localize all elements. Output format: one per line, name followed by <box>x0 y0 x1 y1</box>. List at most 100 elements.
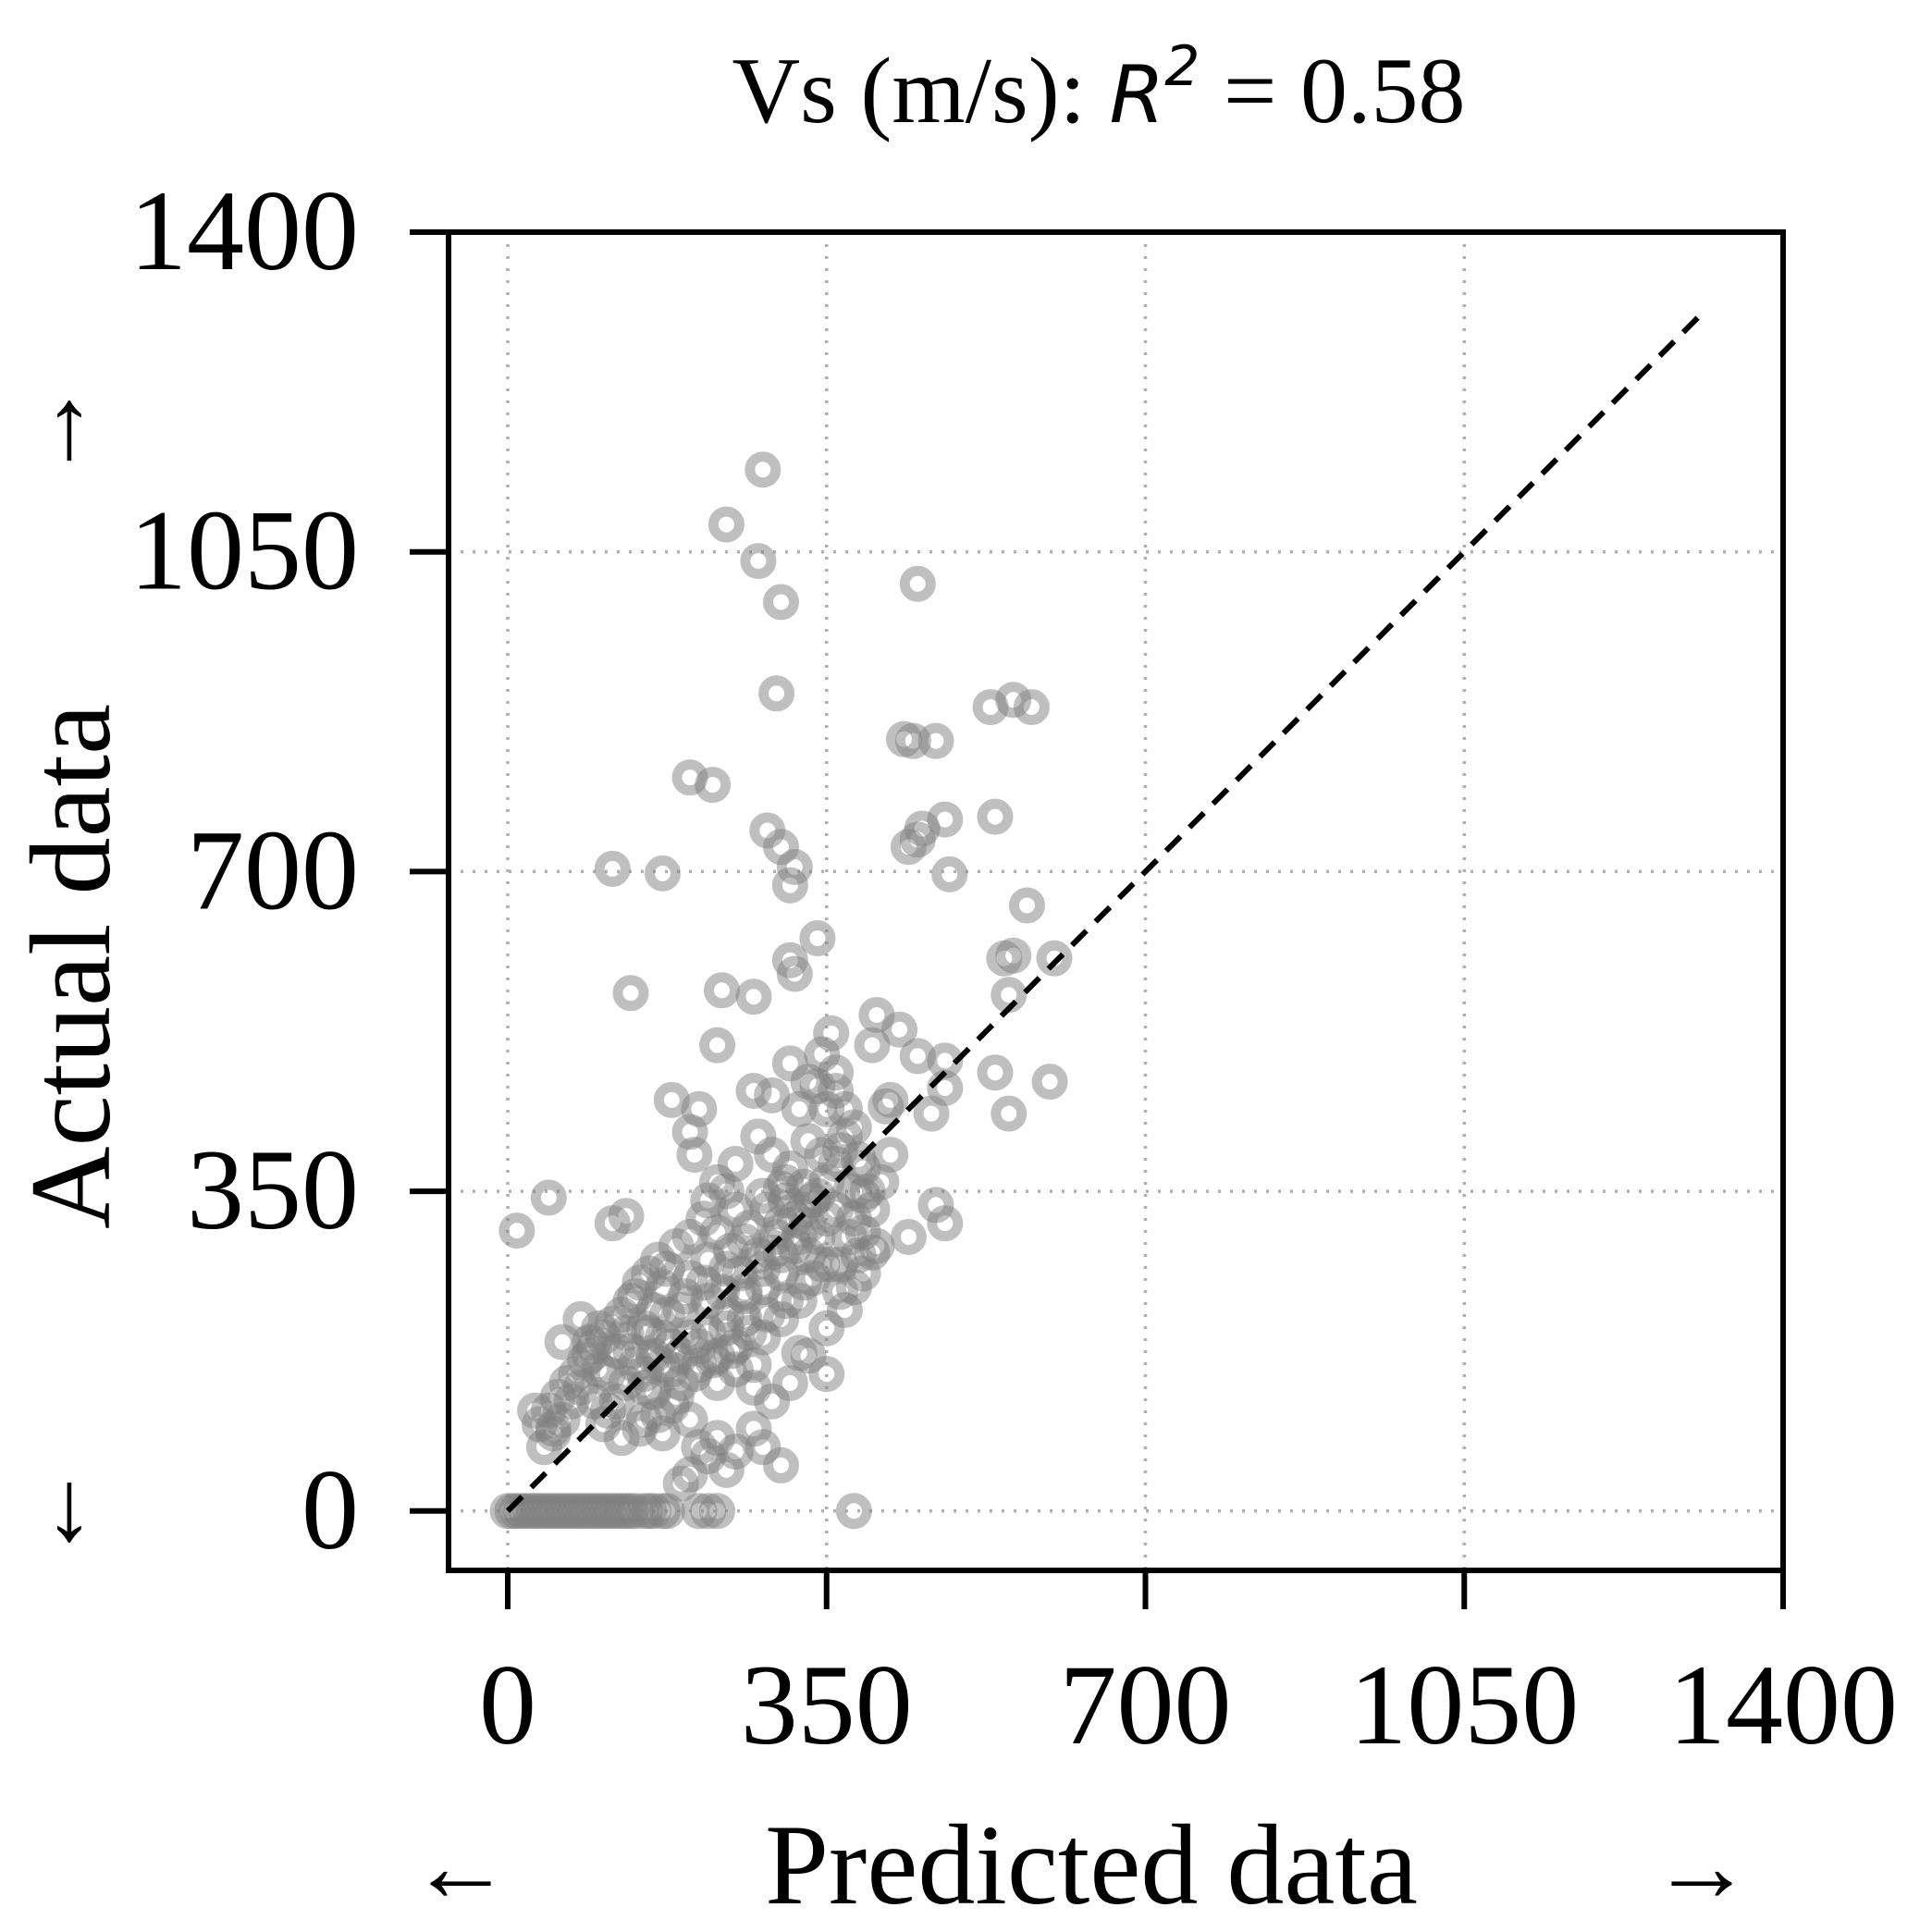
data-point <box>735 1072 772 1109</box>
data-point <box>758 675 795 712</box>
x-tick-label: 0 <box>479 1642 536 1768</box>
data-point <box>758 1218 795 1255</box>
reference-line <box>505 312 1704 1513</box>
data-point <box>699 1027 736 1064</box>
data-point <box>899 565 936 602</box>
data-point <box>740 1118 777 1155</box>
data-point <box>717 1351 754 1388</box>
data-point <box>708 1451 744 1488</box>
data-point <box>808 1310 845 1347</box>
data-point <box>977 798 1014 835</box>
data-point <box>890 1218 927 1255</box>
data-point <box>849 1173 886 1210</box>
data-point <box>995 682 1032 719</box>
data-point <box>858 1227 895 1264</box>
data-point <box>754 1077 791 1114</box>
title-r-symbol: R <box>1110 49 1165 142</box>
data-point <box>521 1406 558 1443</box>
data-point <box>927 1205 964 1242</box>
data-point <box>1036 940 1073 977</box>
data-point <box>776 848 813 885</box>
plot-frame <box>446 229 1786 1573</box>
data-point <box>703 972 740 1009</box>
x-axis-ticks: 0 350 700 1050 1400 <box>479 1570 1898 1768</box>
data-point <box>749 1296 786 1333</box>
data-point <box>771 867 808 904</box>
data-point <box>931 855 968 892</box>
y-axis-ticks: 0 350 700 1050 1400 <box>129 167 449 1573</box>
data-point <box>927 801 964 838</box>
reference-line-layer <box>505 312 1704 1513</box>
data-point <box>799 920 836 957</box>
x-arrow-left-icon: ← <box>410 1810 511 1923</box>
data-point <box>899 1038 936 1075</box>
data-point <box>781 1283 818 1320</box>
data-point <box>872 1137 909 1174</box>
data-point <box>844 1255 881 1292</box>
points-layer <box>489 451 1073 1530</box>
data-point <box>658 1378 695 1415</box>
data-point <box>771 1045 808 1082</box>
data-point <box>868 1088 904 1125</box>
title-prefix: Vs (m/s): <box>732 39 1110 143</box>
data-point <box>731 1314 768 1351</box>
y-tick-label: 0 <box>301 1446 359 1573</box>
data-point <box>899 821 936 858</box>
y-arrow-up-icon: ↑ <box>44 367 95 480</box>
data-point <box>804 1246 841 1283</box>
data-point <box>818 1072 855 1109</box>
data-point <box>776 1200 813 1237</box>
data-point <box>667 1278 704 1315</box>
data-point <box>991 1095 1028 1132</box>
data-point <box>744 451 781 488</box>
data-point <box>653 1081 690 1118</box>
data-point <box>589 1392 626 1429</box>
y-tick-label: 1050 <box>129 487 359 614</box>
data-point <box>804 1137 841 1174</box>
data-point <box>1031 1064 1068 1101</box>
title-r-exponent: 2 <box>1164 34 1200 99</box>
data-point <box>854 1027 891 1064</box>
data-point <box>754 1383 791 1420</box>
y-tick-label: 700 <box>187 806 359 933</box>
y-tick-label: 1400 <box>129 167 359 294</box>
y-axis-label: Actual data <box>7 704 134 1229</box>
title-suffix: = 0.58 <box>1200 39 1465 143</box>
data-point <box>826 1292 863 1329</box>
data-point <box>1008 887 1045 924</box>
data-point <box>790 1337 827 1374</box>
data-point <box>913 1095 950 1132</box>
data-point <box>612 1333 649 1370</box>
data-point <box>744 1429 781 1466</box>
y-tick-label: 350 <box>187 1126 359 1253</box>
data-point <box>776 955 813 992</box>
x-tick-label: 1050 <box>1349 1642 1579 1768</box>
data-point <box>699 1163 736 1200</box>
x-tick-label: 1400 <box>1668 1642 1898 1768</box>
data-point <box>808 1356 845 1393</box>
x-arrow-right-icon: → <box>1651 1810 1753 1923</box>
data-point <box>771 1365 808 1402</box>
chart-title: Vs (m/s): R2 = 0.58 <box>732 34 1466 143</box>
data-point <box>785 1264 822 1301</box>
data-point <box>648 1493 685 1530</box>
data-point <box>648 1296 685 1333</box>
x-tick-label: 350 <box>741 1642 913 1768</box>
data-point <box>612 975 649 1012</box>
data-point <box>644 855 681 892</box>
data-point <box>631 1314 668 1351</box>
x-tick-label: 700 <box>1060 1642 1232 1768</box>
data-point <box>699 1493 736 1530</box>
data-point <box>708 506 744 543</box>
data-point <box>763 1446 800 1483</box>
data-point <box>767 1163 804 1200</box>
data-point <box>735 978 772 1015</box>
data-point <box>721 1255 758 1292</box>
data-point <box>763 584 800 621</box>
data-point <box>676 1137 713 1174</box>
data-point <box>695 767 732 804</box>
data-point <box>794 1182 831 1219</box>
data-point <box>740 543 777 580</box>
data-point <box>804 1036 841 1073</box>
